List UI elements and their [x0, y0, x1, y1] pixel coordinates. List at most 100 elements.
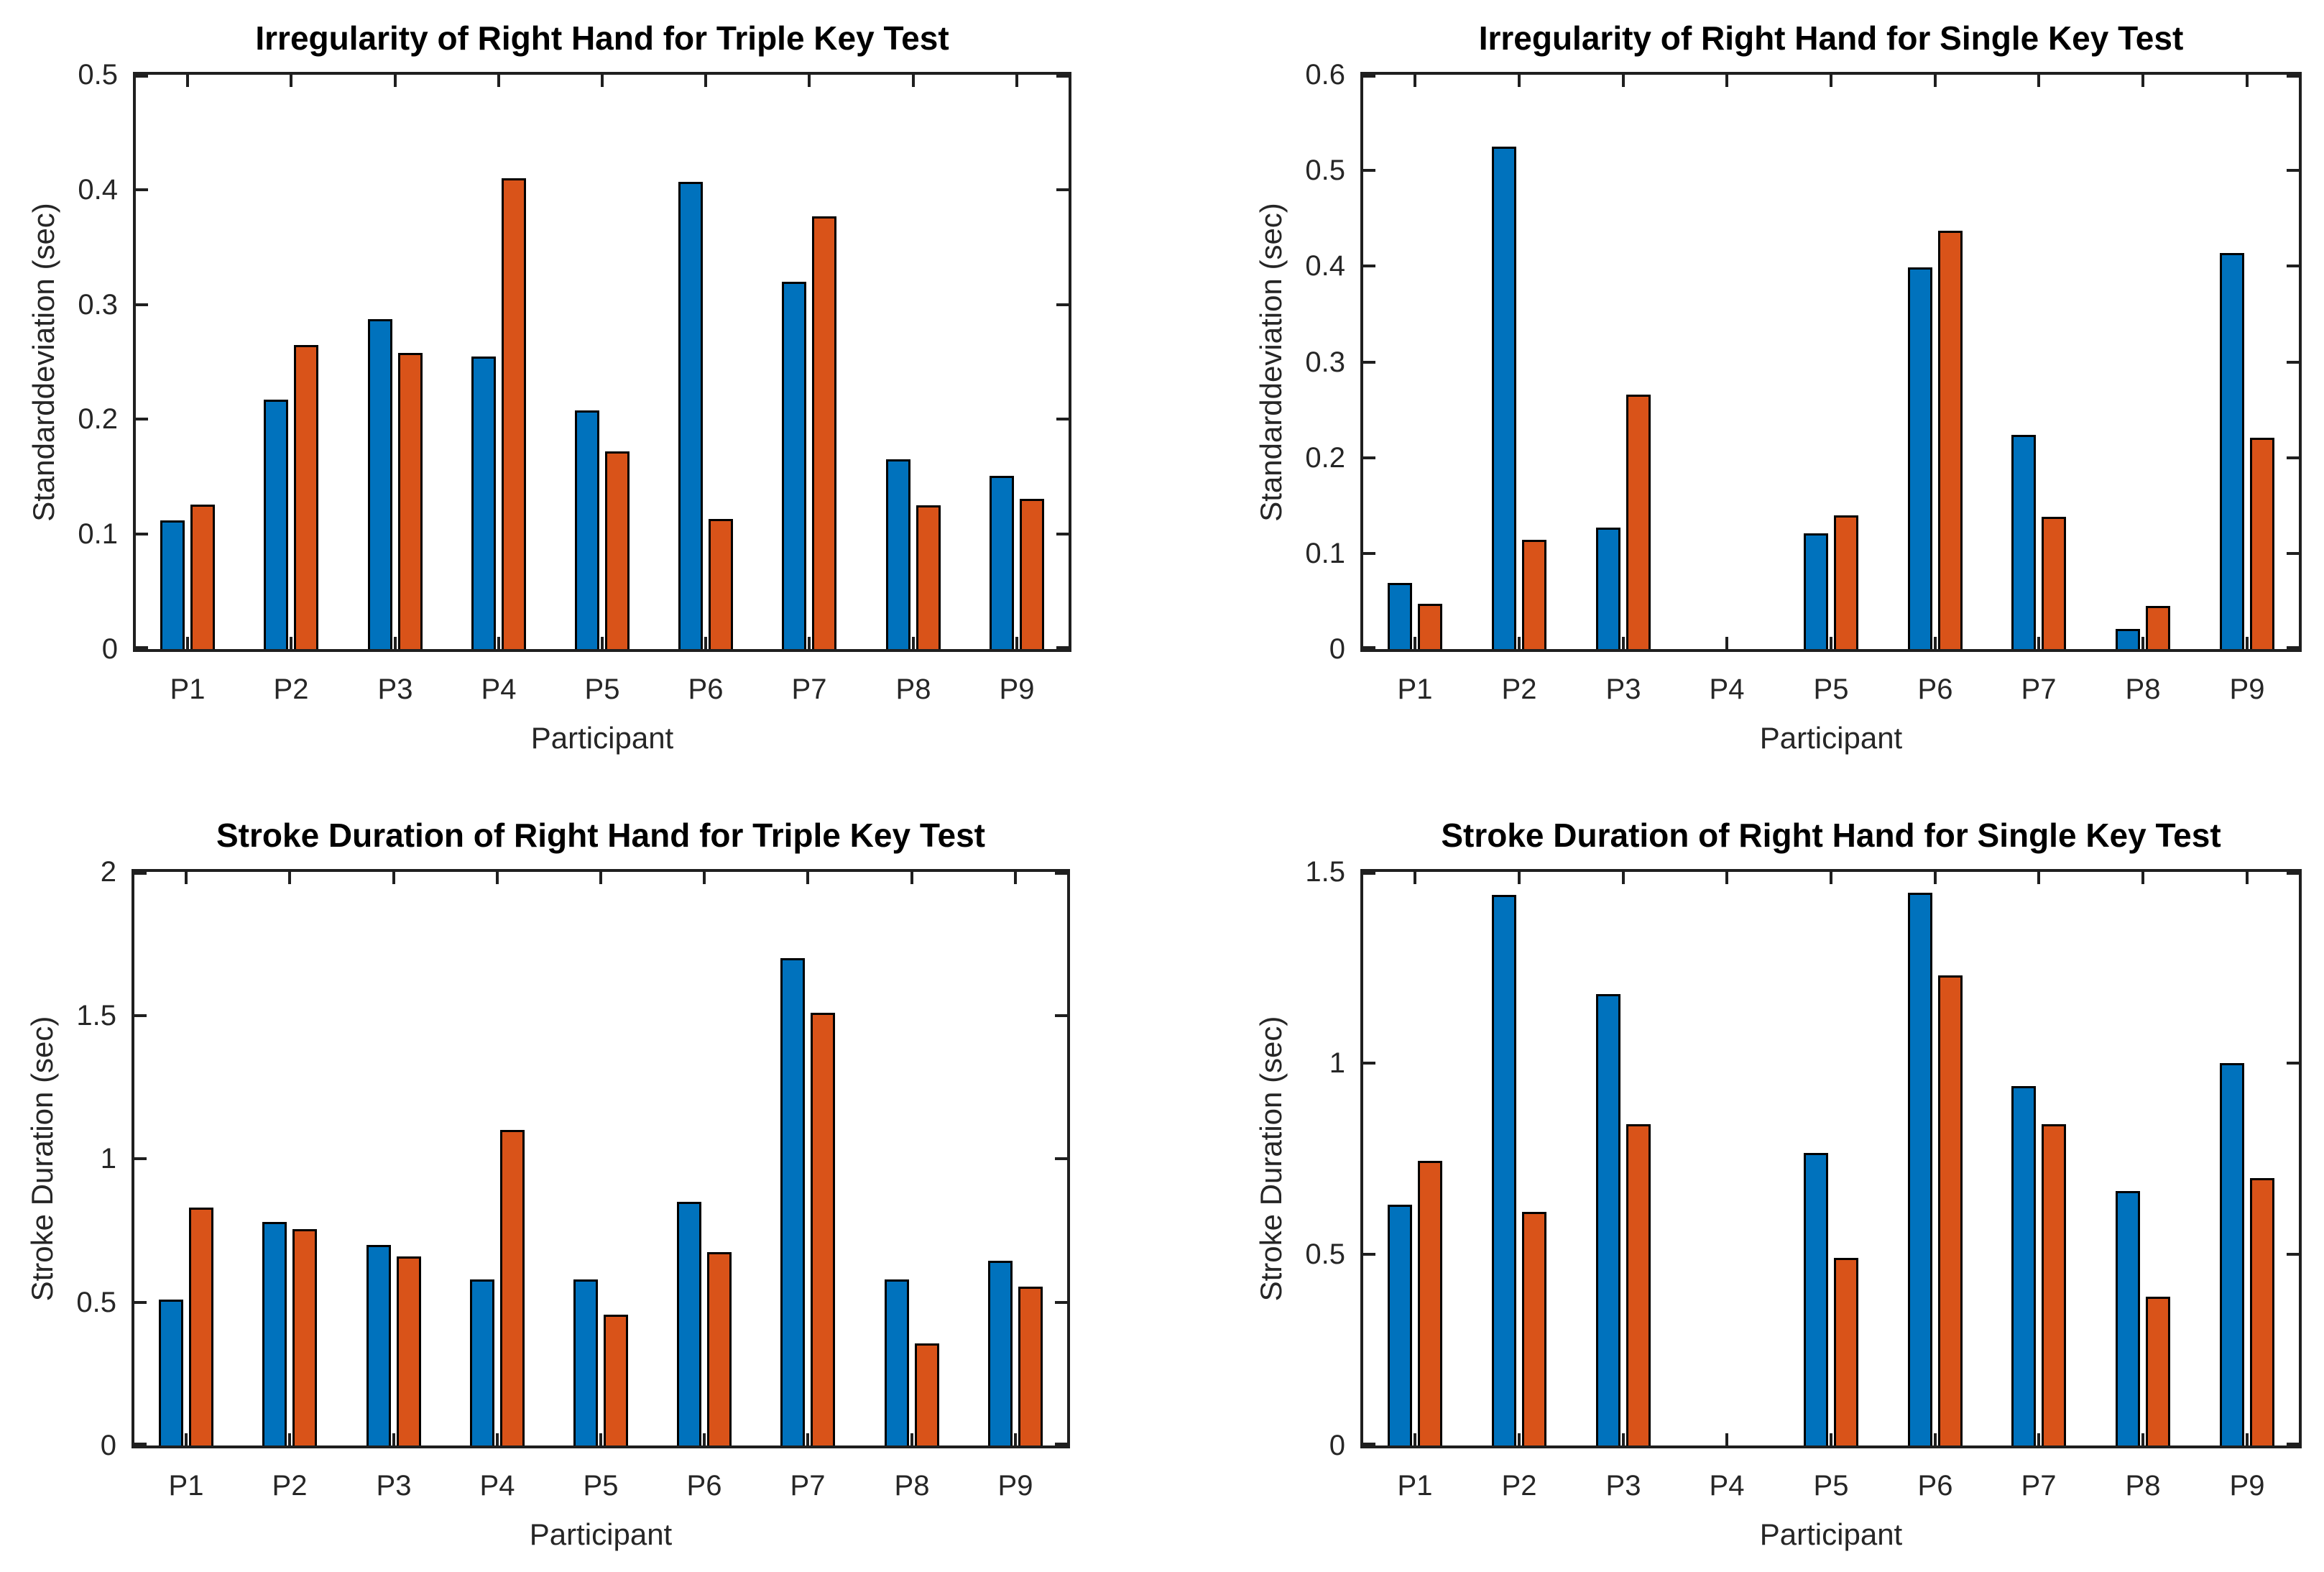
x-tick-top [1725, 75, 1728, 87]
x-category-label: P3 [1605, 1470, 1641, 1502]
y-tick-left [1363, 1443, 1375, 1445]
y-tick-label: 0.5 [1305, 155, 1345, 186]
y-tick-right [2287, 75, 2299, 78]
bar-blue-p3 [366, 1245, 391, 1445]
y-tick-left [1363, 646, 1375, 649]
y-tick-label: 0.3 [78, 289, 118, 321]
bar-blue-p6 [1908, 267, 1932, 649]
x-category-label: P9 [2229, 674, 2265, 705]
x-tick-top [1830, 75, 1832, 87]
x-category-label: P2 [272, 1470, 308, 1502]
bar-blue-p8 [886, 459, 910, 649]
x-tick-top [1518, 872, 1521, 884]
bar-orange-p5 [604, 1315, 628, 1445]
bar-orange-p6 [709, 519, 733, 649]
x-tick-top [2246, 872, 2249, 884]
x-axis-label: Participant [529, 1517, 673, 1551]
x-tick-top [1622, 872, 1625, 884]
bar-orange-p1 [1418, 604, 1442, 649]
x-tick-top [2141, 872, 2144, 884]
x-category-label: P3 [1605, 674, 1641, 705]
bar-orange-p8 [2146, 606, 2170, 649]
x-category-label: P1 [168, 1470, 204, 1502]
x-category-label: P8 [895, 674, 931, 705]
y-tick-left [1363, 265, 1375, 267]
bar-orange-p6 [1938, 975, 1963, 1445]
chart-stroke-duration-triple-key: Stroke Duration of Right Hand for Triple… [25, 817, 1070, 1551]
y-tick-left [134, 1301, 147, 1304]
bar-blue-p6 [1908, 893, 1932, 1445]
bar-blue-p2 [262, 1222, 287, 1445]
x-tick-bottom [1934, 637, 1937, 649]
bar-orange-p2 [292, 1229, 317, 1445]
y-tick-left [136, 303, 148, 306]
bar-blue-p1 [160, 520, 185, 649]
x-tick-top [1622, 75, 1625, 87]
y-tick-label: 0.5 [76, 1287, 116, 1318]
x-tick-bottom [808, 637, 811, 649]
y-tick-left [1363, 1062, 1375, 1065]
x-tick-top [2141, 75, 2144, 87]
y-tick-label: 0.4 [78, 174, 118, 206]
x-tick-bottom [1014, 1433, 1017, 1445]
x-category-label: P7 [791, 674, 827, 705]
x-tick-top [1518, 75, 1521, 87]
x-tick-top [288, 872, 291, 884]
x-tick-top [599, 872, 602, 884]
x-tick-top [497, 75, 500, 87]
x-tick-bottom [2246, 1433, 2249, 1445]
x-category-label: P7 [2021, 674, 2057, 705]
bar-blue-p6 [677, 1202, 701, 1445]
x-tick-top [1414, 872, 1416, 884]
y-tick-label: 0.1 [1305, 538, 1345, 569]
bar-orange-p5 [1834, 1258, 1858, 1445]
bar-blue-p3 [368, 319, 392, 649]
x-tick-bottom [1622, 637, 1625, 649]
y-tick-left [1363, 361, 1375, 364]
x-tick-top [1830, 872, 1832, 884]
x-category-label: P6 [686, 1470, 722, 1502]
bar-blue-p8 [2116, 1191, 2140, 1445]
x-tick-top [1015, 75, 1018, 87]
y-tick-left [136, 533, 148, 536]
x-category-label: P4 [1709, 674, 1745, 705]
x-category-label: P2 [273, 674, 309, 705]
y-tick-label: 1.5 [76, 1000, 116, 1031]
y-tick-right [1056, 418, 1069, 420]
x-tick-top [2037, 872, 2040, 884]
x-tick-bottom [392, 1433, 395, 1445]
bar-blue-p7 [782, 282, 806, 649]
x-tick-top [1934, 872, 1937, 884]
x-tick-bottom [1830, 637, 1832, 649]
plot-area: P1 P2 P3 P4 P5 P6 P7 P8 P9 0 0.5 1 1.5 2 [76, 856, 1067, 1502]
x-tick-top [704, 75, 707, 87]
x-category-label: P1 [170, 674, 206, 705]
x-tick-top [806, 872, 809, 884]
bar-blue-p3 [1596, 528, 1620, 649]
bar-orange-p7 [2042, 517, 2066, 649]
y-tick-label: 0 [101, 633, 118, 665]
bar-orange-p3 [1626, 1124, 1651, 1445]
x-tick-bottom [1414, 637, 1416, 649]
y-tick-right [1055, 872, 1067, 875]
y-tick-label: 0.2 [78, 403, 118, 435]
x-category-label: P3 [376, 1470, 412, 1502]
x-axis-label: Participant [530, 721, 674, 755]
bar-blue-p9 [2220, 1063, 2244, 1445]
plot-area: P1 P2 P3 P4 P5 P6 P7 P8 P9 0 0.1 0.2 0.3 0.4 0.5 [78, 59, 1069, 705]
y-tick-label: 0.3 [1305, 346, 1345, 378]
bar-orange-p2 [1522, 1212, 1546, 1445]
bar-orange-p7 [2042, 1124, 2066, 1445]
chart-title: Stroke Duration of Right Hand for Triple… [216, 817, 986, 854]
x-tick-bottom [185, 1433, 188, 1445]
chart-irregularity-single-key: Irregularity of Right Hand for Single Ke… [1254, 19, 2302, 755]
bar-orange-p9 [2250, 1178, 2274, 1445]
x-category-label: P5 [583, 1470, 619, 1502]
y-tick-right [2287, 265, 2299, 267]
y-tick-right [2287, 456, 2299, 459]
y-axis-label: Standarddeviation (sec) [27, 202, 60, 522]
y-tick-label: 0.5 [78, 59, 118, 91]
x-tick-top [703, 872, 706, 884]
y-tick-right [2287, 1443, 2299, 1445]
y-tick-label: 1.5 [1305, 856, 1345, 888]
